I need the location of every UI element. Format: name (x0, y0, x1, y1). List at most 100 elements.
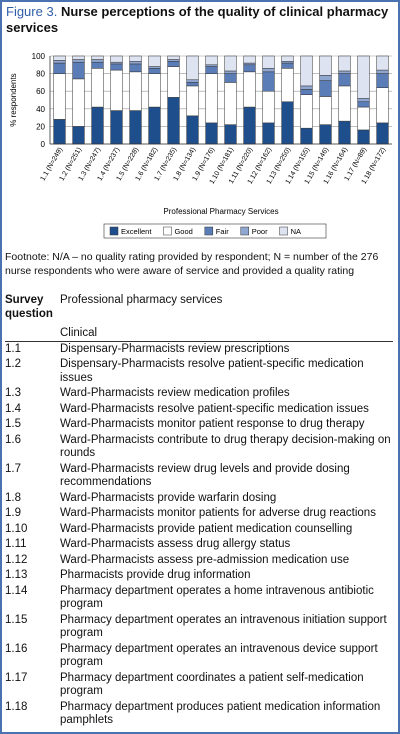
bar-segment (53, 73, 66, 120)
table-row: 1.15 Pharmacy department operates an intr… (5, 613, 393, 642)
table-row: 1.16 Pharmacy department operates an intr… (5, 642, 393, 671)
bar-segment (205, 64, 218, 67)
service-text: Ward-Pharmacists contribute to drug ther… (60, 433, 391, 460)
service-text: Pharmacy department operates a home intr… (60, 584, 374, 611)
legend-swatch (279, 226, 288, 236)
service-text: Ward-Pharmacists monitor patients for ad… (60, 507, 376, 519)
bar-segment (224, 124, 237, 145)
bar-segment (110, 63, 123, 71)
service-text: Ward-Pharmacists assess pre-admission me… (60, 553, 350, 566)
bar-segment (53, 55, 66, 61)
service-text: Ward-Pharmacists monitor patient respons… (60, 418, 365, 430)
bar-segment (110, 55, 123, 63)
bar-segment (53, 62, 66, 74)
bar-segment (186, 115, 199, 145)
bar-segment (262, 71, 275, 92)
service-text: Pharmacy department produces patient med… (60, 700, 381, 727)
bar-segment (243, 55, 256, 64)
bar-segment (262, 122, 275, 145)
bar-segment (167, 61, 180, 67)
bar-segment (129, 71, 142, 111)
service-text: Ward-Pharmacists provide warfarin dosing (60, 491, 277, 504)
bar-segment (224, 55, 237, 72)
bar-segment (262, 90, 275, 124)
bar-segment (300, 94, 313, 129)
header-cell: Survey question (5, 294, 53, 320)
table-row: 1.2 Dispensary-Pharmacists resolve patien… (5, 357, 393, 386)
y-tick-label: 80 (36, 70, 45, 79)
question-number: 1.2 (5, 358, 21, 370)
bar-segment (186, 55, 199, 81)
question-number: 1.13 (5, 569, 28, 581)
question-number: 1.4 (5, 402, 21, 415)
table-row: 1.12 Ward-Pharmacists assess pre-admissio… (5, 553, 393, 569)
bar-segment (338, 73, 351, 87)
table-row: 1.3 Ward-Pharmacists review medication pr… (5, 386, 393, 402)
bar-segment (148, 73, 161, 108)
table-row: 1.10 Ward-Pharmacists provide patient med… (5, 522, 393, 538)
bar-segment (376, 122, 389, 145)
bar-segment (91, 61, 104, 69)
question-number: 1.12 (5, 553, 28, 566)
bar-segment (262, 68, 275, 73)
y-tick-label: 40 (36, 105, 45, 114)
bar-segment (300, 89, 313, 95)
bar-segment (205, 55, 218, 66)
question-number: 1.6 (5, 433, 21, 446)
table-row: 1.8 Ward-Pharmacists provide warfarin dos… (5, 491, 393, 507)
bar-segment (319, 75, 332, 81)
bar-segment (243, 71, 256, 108)
figure-label: Figure 3. (6, 4, 58, 19)
bar-segment (338, 55, 351, 72)
bar-segment (281, 101, 294, 145)
bar-segment (338, 120, 351, 145)
bar-segment (205, 122, 218, 145)
bar-segment (110, 110, 123, 145)
bar-segment (53, 119, 66, 145)
table-row: 1.11 Ward-Pharmacists assess drug allergy… (5, 537, 393, 553)
service-text: Dispensary-Pharmacists resolve patient-s… (60, 358, 364, 384)
bar-segment (91, 106, 104, 145)
question-number: 1.5 (5, 418, 21, 430)
bar-segment (186, 79, 199, 83)
legend: Excellent Good Fair Poor NA (103, 223, 327, 239)
service-text: Pharmacy department operates an intraven… (60, 642, 378, 669)
bar-segment (319, 55, 332, 76)
question-number: 1.11 (5, 538, 27, 550)
bar-segment (357, 106, 370, 131)
question-number: 1.3 (5, 387, 21, 399)
question-number: 1.17 (5, 671, 28, 684)
bar-segment (205, 73, 218, 124)
section-cell (5, 325, 60, 342)
bar-segment (186, 85, 199, 117)
question-number: 1.7 (5, 462, 21, 475)
table-row: 1.6 Ward-Pharmacists contribute to drug t… (5, 433, 393, 462)
service-text: Ward-Pharmacists assess drug allergy sta… (60, 538, 291, 550)
service-text: Pharmacy department operates an intraven… (60, 613, 387, 640)
y-tick-label: 0 (41, 140, 46, 149)
bar-segment (91, 55, 104, 60)
legend-swatch (204, 226, 214, 236)
bar-segment (281, 68, 294, 103)
section-label: Clinical (60, 325, 393, 342)
service-text: Ward-Pharmacists provide patient medicat… (60, 522, 353, 535)
footnote: Footnote: N/A – no quality rating provid… (5, 251, 379, 277)
question-number: 1.10 (5, 522, 28, 535)
bar-segment (243, 106, 256, 145)
bar-segment (224, 82, 237, 125)
bar-segment (357, 101, 370, 108)
bar-segment (319, 124, 332, 145)
y-tick-label: 20 (36, 122, 45, 131)
bar-segment (205, 66, 218, 74)
legend-swatch (163, 226, 172, 236)
legend-swatch (240, 226, 249, 236)
table-row: 1.13 Pharmacists provide drug information (5, 568, 393, 584)
legend-swatch (109, 226, 119, 236)
table-row: 1.5 Ward-Pharmacists monitor patient resp… (5, 417, 393, 433)
header-row: Survey question Professional pharmacy ser… (5, 294, 393, 325)
bar-segment (224, 70, 237, 74)
bar-segment (53, 60, 66, 64)
bar-segment (376, 55, 389, 71)
